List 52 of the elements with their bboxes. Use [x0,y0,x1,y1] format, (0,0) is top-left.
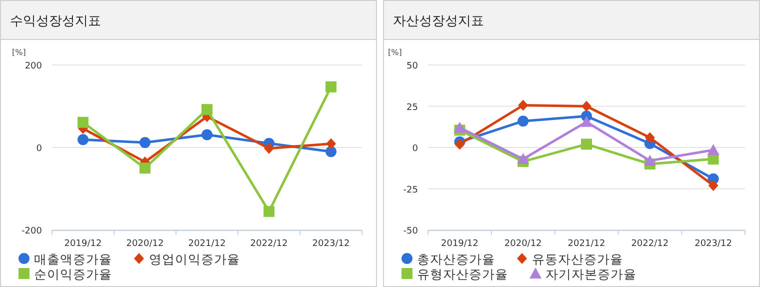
x-tick-label: 2023/12 [694,239,732,249]
y-tick-label: 0 [36,144,42,154]
legend-label: 유동자산증가율 [532,252,623,266]
y-tick-label: -25 [403,185,418,196]
x-tick-label: 2019/12 [441,239,478,249]
point [454,138,465,150]
point [78,116,88,128]
x-tick-label: 2019/12 [64,239,102,249]
y-axis-title: [%] [388,48,402,57]
legend-label: 영업이익증가율 [149,252,240,266]
chart-title: 수익성장성지표 [10,14,101,29]
point [454,122,466,133]
point [326,138,336,150]
chart-title: 자산성장성지표 [393,14,484,29]
point [326,81,336,92]
point [517,153,530,164]
x-tick-label: 2020/12 [126,239,164,249]
point [202,104,212,116]
y-tick-label: 25 [406,102,418,113]
point [644,154,656,166]
point [644,132,655,144]
point [518,116,529,127]
point [582,100,592,112]
y-tick-label: 200 [24,62,42,72]
x-tick-label: 2022/12 [250,239,288,249]
legend-label: 순이익증가율 [34,266,112,282]
point [202,129,212,140]
point [264,142,274,154]
y-axis-title: [%] [12,48,26,57]
x-tick-label: 2021/12 [568,239,606,249]
legend-label: 자기자본증가율 [546,266,636,282]
legend-label: 유형자산증가율 [417,266,508,282]
y-tick-label: 0 [412,144,418,154]
legend-label: 총자산증가율 [417,252,495,266]
point [140,137,150,148]
y-tick-label: -200 [22,226,42,236]
point [326,146,336,158]
point [264,206,274,217]
point [707,144,720,155]
point [140,162,150,174]
point [708,180,718,191]
y-tick-label: 50 [406,62,418,72]
point [78,134,88,146]
x-tick-label: 2023/12 [312,239,350,249]
point [518,100,528,111]
x-tick-label: 2022/12 [631,239,669,249]
legend-label: 매출액증가율 [34,252,112,266]
y-tick-label: -50 [403,226,418,236]
x-tick-label: 2020/12 [504,239,542,249]
point [581,138,592,150]
point [580,116,592,127]
x-tick-label: 2021/12 [188,239,226,249]
